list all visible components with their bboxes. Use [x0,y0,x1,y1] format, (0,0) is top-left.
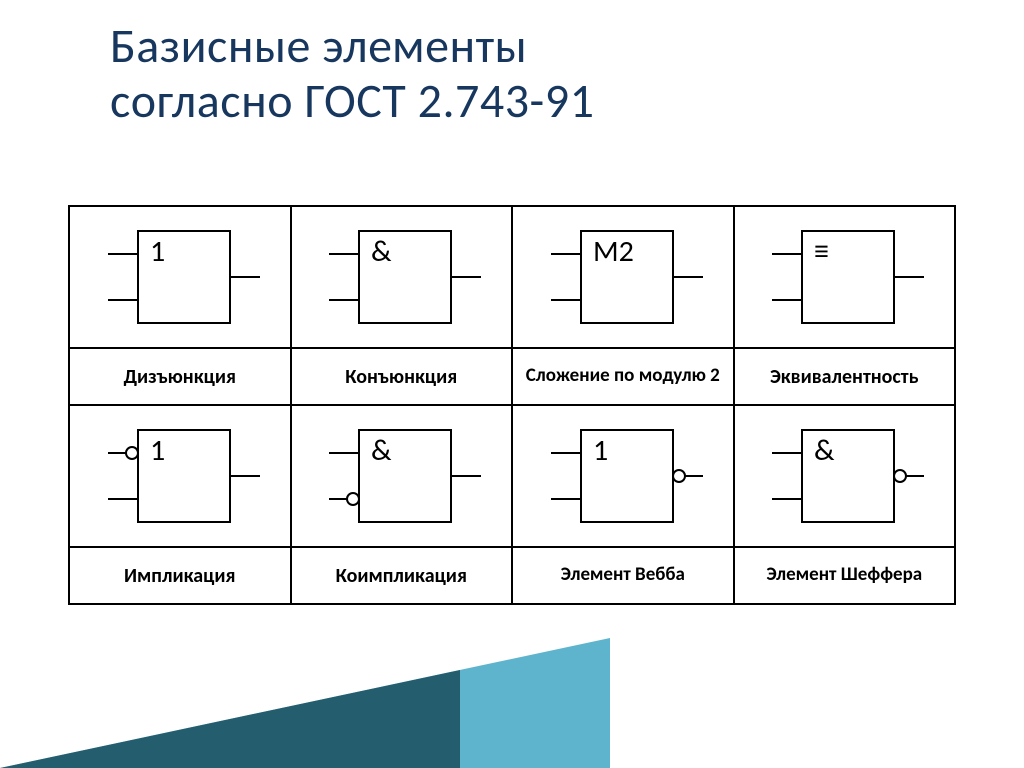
gate-cell: & [290,207,512,347]
gates-table: 1 & М2 ≡ Дизъюнкция Конъюнкция Сложение … [68,205,956,605]
gate-cell: М2 [511,207,733,347]
label-row-2: Импликация Коимпликация Элемент Вебба Эл… [70,546,954,603]
gate-label: Дизъюнкция [70,349,290,404]
gate-cell: ≡ [733,207,955,347]
svg-text:М2: М2 [593,233,634,270]
gate-row-1: 1 & М2 ≡ [70,207,954,347]
gate-cell: & [733,406,955,546]
svg-text:&: & [814,432,835,469]
svg-text:1: 1 [150,233,165,270]
gate-label: Сложение по модулю 2 [511,349,733,404]
gate-label: Эквивалентность [733,349,955,404]
gate-label: Конъюнкция [290,349,512,404]
label-row-1: Дизъюнкция Конъюнкция Сложение по модулю… [70,347,954,404]
gate-label: Импликация [70,548,290,603]
title-line1: Базисные элементы [110,16,527,75]
decor-triangle-dark [0,670,460,768]
gate-label: Коимпликация [290,548,512,603]
svg-text:1: 1 [593,432,608,469]
gate-cell: & [290,406,512,546]
svg-text:≡: ≡ [814,233,829,270]
gate-row-2: 1 & 1 & [70,404,954,546]
svg-text:1: 1 [150,432,165,469]
gate-cell: 1 [70,207,290,347]
slide-title: Базисные элементы согласно ГОСТ 2.743-91 [110,18,964,128]
gate-cell: 1 [511,406,733,546]
gate-label: Элемент Шеффера [733,548,955,603]
svg-text:&: & [371,233,392,270]
svg-text:&: & [371,432,392,469]
title-line2: согласно ГОСТ 2.743-91 [110,71,594,130]
gate-label: Элемент Вебба [511,548,733,603]
gate-cell: 1 [70,406,290,546]
